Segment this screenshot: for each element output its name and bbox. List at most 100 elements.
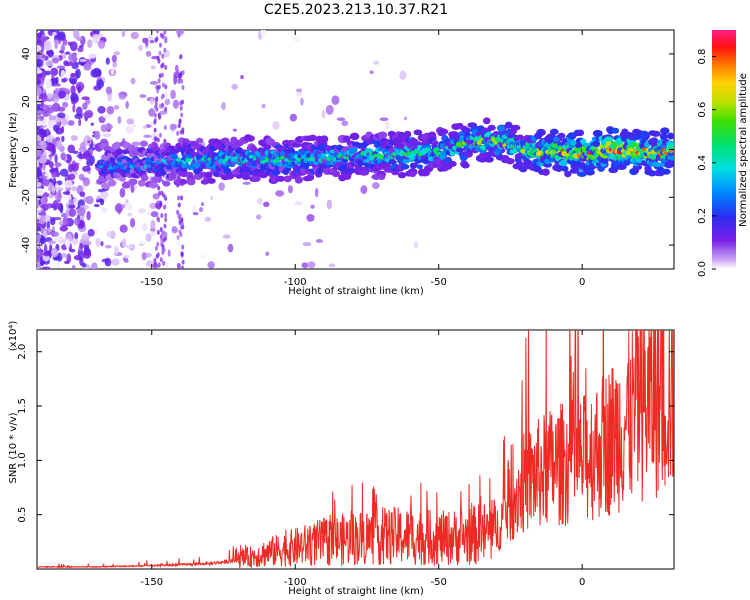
colorbar-tick-label: 0.2 (697, 208, 708, 224)
noise-blob (125, 126, 134, 134)
noise-blob (83, 136, 91, 142)
ridge-blob (388, 159, 397, 165)
streak-blob (155, 253, 159, 259)
ridge-blob (504, 121, 513, 129)
streak-blob (153, 264, 157, 269)
noise-blob (91, 33, 101, 44)
noise-blob (121, 203, 126, 209)
noise-blob (111, 54, 117, 63)
spectrogram-y-tick-label: -20 (21, 189, 32, 205)
noise-blob (79, 242, 84, 250)
noise-blob (52, 216, 62, 221)
snr-y-tick-label: 1.5 (17, 398, 28, 414)
noise-blob (54, 153, 58, 164)
noise-blob (70, 85, 76, 95)
noise-blob (50, 218, 56, 226)
colorbar-tick-label: 0.8 (697, 49, 708, 65)
noise-blob (110, 66, 115, 76)
noise-blob (67, 41, 73, 46)
ridge-blob (668, 155, 674, 161)
noise-blob (114, 51, 120, 56)
noise-blob (265, 251, 270, 257)
ridge-blob (557, 132, 566, 139)
streak-blob (176, 69, 180, 75)
noise-blob (403, 116, 408, 121)
ridge-blob (248, 154, 254, 159)
ridge-blob (271, 169, 281, 176)
noise-blob (106, 106, 115, 115)
ridge-blob (575, 142, 583, 149)
streak-blob (156, 229, 160, 235)
noise-blob (37, 249, 42, 257)
noise-blob (41, 266, 51, 269)
noise-blob (165, 261, 169, 268)
noise-blob (399, 70, 407, 80)
noise-blob (51, 57, 60, 64)
ridge-blob (349, 132, 360, 141)
noise-blob (119, 187, 126, 198)
noise-blob (83, 248, 92, 259)
noise-blob (53, 39, 58, 44)
ridge-blob (650, 137, 659, 145)
noise-blob (61, 125, 65, 134)
colorbar-label: Normalized spectral amplitude (738, 73, 749, 227)
noise-blob (256, 198, 263, 205)
noise-blob (102, 133, 112, 138)
streak-blob (155, 106, 159, 112)
noise-blob (58, 220, 64, 226)
noise-blob (83, 152, 92, 161)
colorbar-gradient (712, 30, 736, 269)
noise-blob (371, 182, 380, 190)
ridge-blob (286, 147, 296, 154)
streak-blob (156, 88, 160, 94)
noise-blob (176, 239, 181, 248)
ridge-blob (518, 165, 528, 173)
noise-blob (46, 143, 56, 152)
streak-blob (180, 78, 184, 84)
ridge-blob (494, 147, 502, 154)
ridge-blob (660, 127, 670, 135)
noise-blob (152, 193, 160, 200)
noise-blob (39, 30, 45, 35)
snr-panel: -150 -100 -50 0 0.5 1.0 1.5 2.0 Height of strai… (8, 321, 675, 597)
ridge-blob (402, 158, 410, 164)
noise-blob (37, 234, 42, 240)
noise-blob (148, 108, 156, 117)
ridge-blob (666, 132, 674, 140)
noise-blob (57, 112, 66, 119)
noise-blob (134, 223, 142, 232)
streak-blob (164, 212, 168, 218)
streak-blob (154, 203, 158, 209)
noise-blob (49, 168, 56, 174)
noise-blob (37, 206, 42, 211)
streak-blob (153, 127, 157, 133)
streak-blob (157, 185, 161, 191)
noise-blob (192, 212, 199, 216)
noise-blob (48, 240, 57, 245)
noise-blob (127, 212, 133, 216)
ridge-blob (510, 124, 521, 131)
noise-blob (261, 103, 266, 109)
noise-blob (44, 60, 53, 67)
streak-blob (179, 54, 183, 60)
streak-blob (159, 227, 163, 233)
noise-blob (60, 69, 66, 79)
ridge-blob (601, 156, 609, 164)
noise-blob (72, 150, 79, 154)
noise-blob (125, 202, 133, 211)
streak-blob (159, 132, 163, 138)
streak-blob (181, 244, 185, 250)
noise-blob (121, 238, 127, 248)
ridge-blob (592, 140, 601, 148)
ridge-blob (137, 179, 146, 187)
noise-blob (55, 76, 59, 85)
ridge-blob (616, 164, 627, 171)
noise-blob (146, 211, 151, 216)
noise-blob (68, 204, 76, 209)
noise-blob (105, 86, 112, 95)
noise-blob (59, 168, 69, 177)
ridge-blob (653, 162, 662, 168)
noise-blob (145, 50, 152, 57)
noise-blob (87, 39, 93, 48)
noise-blob (172, 99, 180, 109)
